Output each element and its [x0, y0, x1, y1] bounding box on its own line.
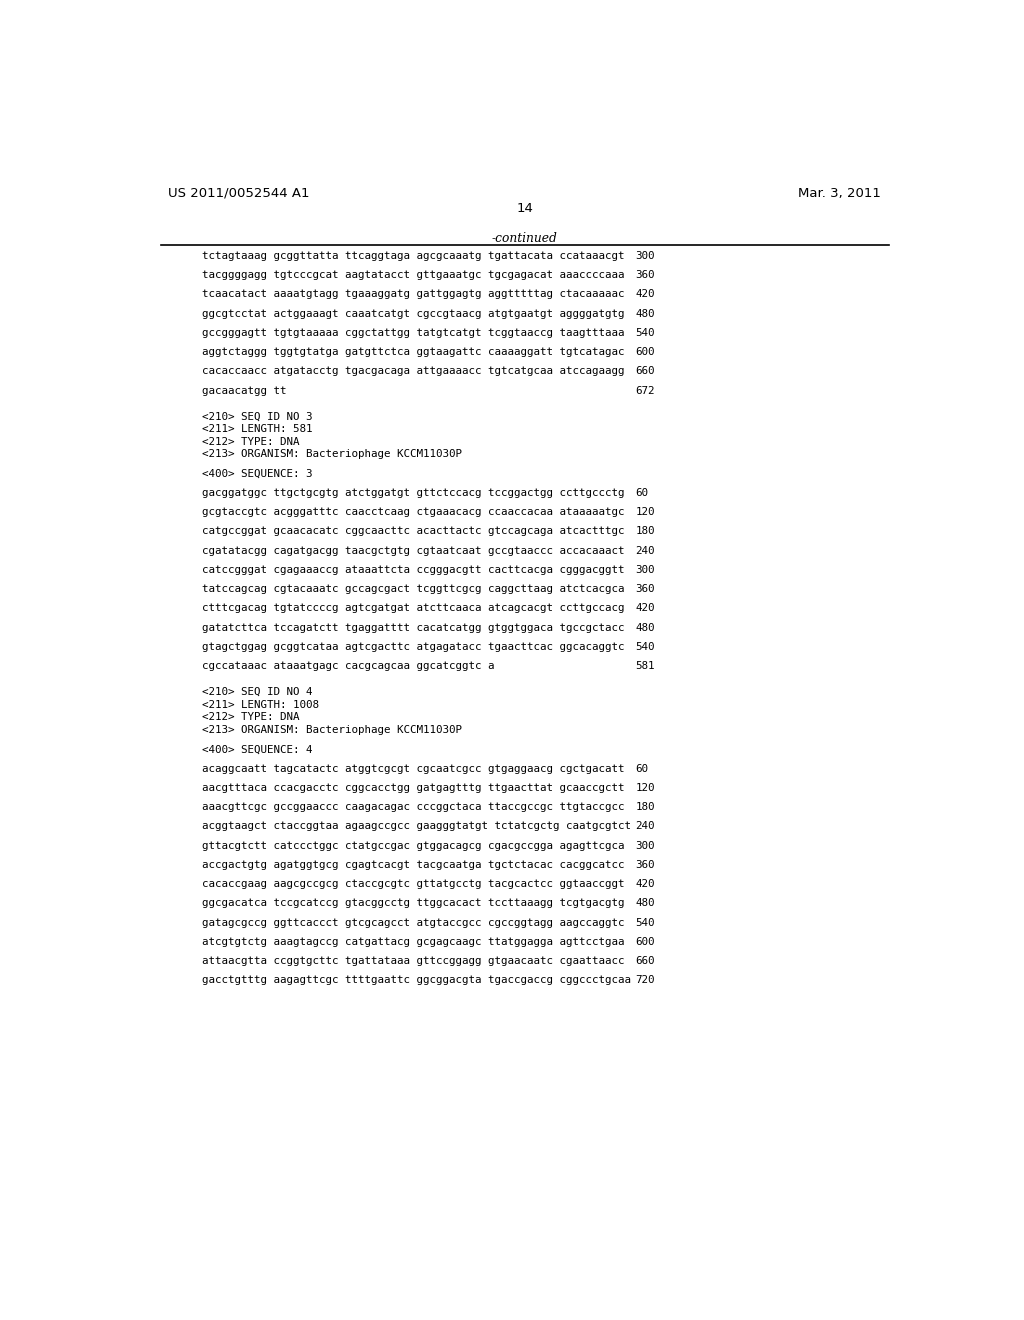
- Text: <210> SEQ ID NO 3: <210> SEQ ID NO 3: [202, 412, 312, 421]
- Text: 420: 420: [636, 879, 655, 890]
- Text: aacgtttaca ccacgacctc cggcacctgg gatgagtttg ttgaacttat gcaaccgctt: aacgtttaca ccacgacctc cggcacctgg gatgagt…: [202, 783, 624, 793]
- Text: US 2011/0052544 A1: US 2011/0052544 A1: [168, 187, 310, 199]
- Text: 672: 672: [636, 385, 655, 396]
- Text: -continued: -continued: [492, 231, 558, 244]
- Text: <213> ORGANISM: Bacteriophage KCCM11030P: <213> ORGANISM: Bacteriophage KCCM11030P: [202, 725, 462, 735]
- Text: atcgtgtctg aaagtagccg catgattacg gcgagcaagc ttatggagga agttcctgaa: atcgtgtctg aaagtagccg catgattacg gcgagca…: [202, 937, 624, 946]
- Text: catgccggat gcaacacatc cggcaacttc acacttactc gtccagcaga atcactttgc: catgccggat gcaacacatc cggcaacttc acactta…: [202, 527, 624, 536]
- Text: gatatcttca tccagatctt tgaggatttt cacatcatgg gtggtggaca tgccgctacc: gatatcttca tccagatctt tgaggatttt cacatca…: [202, 623, 624, 632]
- Text: 60: 60: [636, 488, 648, 498]
- Text: 120: 120: [636, 507, 655, 517]
- Text: cgatatacgg cagatgacgg taacgctgtg cgtaatcaat gccgtaaccc accacaaact: cgatatacgg cagatgacgg taacgctgtg cgtaatc…: [202, 545, 624, 556]
- Text: 120: 120: [636, 783, 655, 793]
- Text: gacggatggc ttgctgcgtg atctggatgt gttctccacg tccggactgg ccttgccctg: gacggatggc ttgctgcgtg atctggatgt gttctcc…: [202, 488, 624, 498]
- Text: tcaacatact aaaatgtagg tgaaaggatg gattggagtg aggtttttag ctacaaaaac: tcaacatact aaaatgtagg tgaaaggatg gattgga…: [202, 289, 624, 300]
- Text: <400> SEQUENCE: 3: <400> SEQUENCE: 3: [202, 469, 312, 479]
- Text: gacaacatgg tt: gacaacatgg tt: [202, 385, 286, 396]
- Text: <400> SEQUENCE: 4: <400> SEQUENCE: 4: [202, 744, 312, 754]
- Text: cacaccgaag aagcgccgcg ctaccgcgtc gttatgcctg tacgcactcc ggtaaccggt: cacaccgaag aagcgccgcg ctaccgcgtc gttatgc…: [202, 879, 624, 890]
- Text: 180: 180: [636, 803, 655, 812]
- Text: <212> TYPE: DNA: <212> TYPE: DNA: [202, 437, 299, 446]
- Text: 581: 581: [636, 661, 655, 671]
- Text: 60: 60: [636, 763, 648, 774]
- Text: 540: 540: [636, 642, 655, 652]
- Text: ggcgacatca tccgcatccg gtacggcctg ttggcacact tccttaaagg tcgtgacgtg: ggcgacatca tccgcatccg gtacggcctg ttggcac…: [202, 899, 624, 908]
- Text: gtagctggag gcggtcataa agtcgacttc atgagatacc tgaacttcac ggcacaggtc: gtagctggag gcggtcataa agtcgacttc atgagat…: [202, 642, 624, 652]
- Text: 480: 480: [636, 899, 655, 908]
- Text: aaacgttcgc gccggaaccc caagacagac cccggctaca ttaccgccgc ttgtaccgcc: aaacgttcgc gccggaaccc caagacagac cccggct…: [202, 803, 624, 812]
- Text: acggtaagct ctaccggtaa agaagccgcc gaagggtatgt tctatcgctg caatgcgtct: acggtaagct ctaccggtaa agaagccgcc gaagggt…: [202, 821, 631, 832]
- Text: gccgggagtt tgtgtaaaaa cggctattgg tatgtcatgt tcggtaaccg taagtttaaa: gccgggagtt tgtgtaaaaa cggctattgg tatgtca…: [202, 327, 624, 338]
- Text: 300: 300: [636, 565, 655, 576]
- Text: cgccataaac ataaatgagc cacgcagcaa ggcatcggtc a: cgccataaac ataaatgagc cacgcagcaa ggcatcg…: [202, 661, 495, 671]
- Text: 600: 600: [636, 937, 655, 946]
- Text: 660: 660: [636, 956, 655, 966]
- Text: 420: 420: [636, 289, 655, 300]
- Text: Mar. 3, 2011: Mar. 3, 2011: [799, 187, 882, 199]
- Text: <211> LENGTH: 581: <211> LENGTH: 581: [202, 424, 312, 434]
- Text: gttacgtctt catccctggc ctatgccgac gtggacagcg cgacgccgga agagttcgca: gttacgtctt catccctggc ctatgccgac gtggaca…: [202, 841, 624, 850]
- Text: 720: 720: [636, 975, 655, 985]
- Text: ggcgtcctat actggaaagt caaatcatgt cgccgtaacg atgtgaatgt aggggatgtg: ggcgtcctat actggaaagt caaatcatgt cgccgta…: [202, 309, 624, 318]
- Text: <210> SEQ ID NO 4: <210> SEQ ID NO 4: [202, 686, 312, 697]
- Text: 180: 180: [636, 527, 655, 536]
- Text: 300: 300: [636, 841, 655, 850]
- Text: 540: 540: [636, 327, 655, 338]
- Text: 600: 600: [636, 347, 655, 356]
- Text: 480: 480: [636, 309, 655, 318]
- Text: <213> ORGANISM: Bacteriophage KCCM11030P: <213> ORGANISM: Bacteriophage KCCM11030P: [202, 449, 462, 459]
- Text: <211> LENGTH: 1008: <211> LENGTH: 1008: [202, 700, 318, 710]
- Text: 240: 240: [636, 821, 655, 832]
- Text: 480: 480: [636, 623, 655, 632]
- Text: acaggcaatt tagcatactc atggtcgcgt cgcaatcgcc gtgaggaacg cgctgacatt: acaggcaatt tagcatactc atggtcgcgt cgcaatc…: [202, 763, 624, 774]
- Text: gacctgtttg aagagttcgc ttttgaattc ggcggacgta tgaccgaccg cggccctgcaa: gacctgtttg aagagttcgc ttttgaattc ggcggac…: [202, 975, 631, 985]
- Text: 300: 300: [636, 251, 655, 261]
- Text: tacggggagg tgtcccgcat aagtatacct gttgaaatgc tgcgagacat aaaccccaaa: tacggggagg tgtcccgcat aagtatacct gttgaaa…: [202, 271, 624, 280]
- Text: accgactgtg agatggtgcg cgagtcacgt tacgcaatga tgctctacac cacggcatcc: accgactgtg agatggtgcg cgagtcacgt tacgcaa…: [202, 859, 624, 870]
- Text: 360: 360: [636, 585, 655, 594]
- Text: gatagcgccg ggttcaccct gtcgcagcct atgtaccgcc cgccggtagg aagccaggtc: gatagcgccg ggttcaccct gtcgcagcct atgtacc…: [202, 917, 624, 928]
- Text: 240: 240: [636, 545, 655, 556]
- Text: <212> TYPE: DNA: <212> TYPE: DNA: [202, 713, 299, 722]
- Text: 360: 360: [636, 271, 655, 280]
- Text: tctagtaaag gcggttatta ttcaggtaga agcgcaaatg tgattacata ccataaacgt: tctagtaaag gcggttatta ttcaggtaga agcgcaa…: [202, 251, 624, 261]
- Text: 660: 660: [636, 367, 655, 376]
- Text: catccgggat cgagaaaccg ataaattcta ccgggacgtt cacttcacga cgggacggtt: catccgggat cgagaaaccg ataaattcta ccgggac…: [202, 565, 624, 576]
- Text: gcgtaccgtc acgggatttc caacctcaag ctgaaacacg ccaaccacaa ataaaaatgc: gcgtaccgtc acgggatttc caacctcaag ctgaaac…: [202, 507, 624, 517]
- Text: 360: 360: [636, 859, 655, 870]
- Text: 420: 420: [636, 603, 655, 614]
- Text: ctttcgacag tgtatccccg agtcgatgat atcttcaaca atcagcacgt ccttgccacg: ctttcgacag tgtatccccg agtcgatgat atcttca…: [202, 603, 624, 614]
- Text: tatccagcag cgtacaaatc gccagcgact tcggttcgcg caggcttaag atctcacgca: tatccagcag cgtacaaatc gccagcgact tcggttc…: [202, 585, 624, 594]
- Text: attaacgtta ccggtgcttc tgattataaa gttccggagg gtgaacaatc cgaattaacc: attaacgtta ccggtgcttc tgattataaa gttccgg…: [202, 956, 624, 966]
- Text: cacaccaacc atgatacctg tgacgacaga attgaaaacc tgtcatgcaa atccagaagg: cacaccaacc atgatacctg tgacgacaga attgaaa…: [202, 367, 624, 376]
- Text: 540: 540: [636, 917, 655, 928]
- Text: aggtctaggg tggtgtatga gatgttctca ggtaagattc caaaaggatt tgtcatagac: aggtctaggg tggtgtatga gatgttctca ggtaaga…: [202, 347, 624, 356]
- Text: 14: 14: [516, 202, 534, 215]
